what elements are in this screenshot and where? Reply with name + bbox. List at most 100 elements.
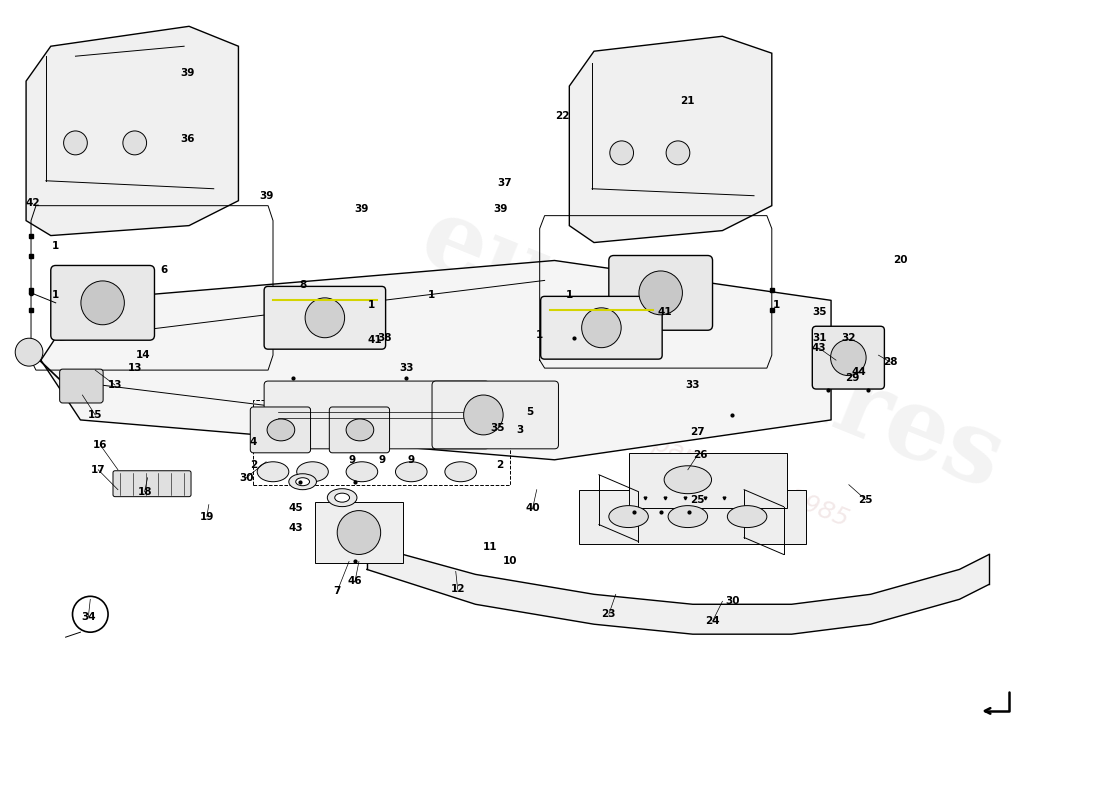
- Text: 7: 7: [333, 586, 341, 596]
- Text: 46: 46: [348, 576, 362, 586]
- Polygon shape: [366, 545, 989, 634]
- Ellipse shape: [346, 419, 374, 441]
- Circle shape: [463, 395, 503, 435]
- Text: 12: 12: [451, 584, 465, 594]
- Text: 3: 3: [516, 425, 524, 435]
- FancyBboxPatch shape: [812, 326, 884, 389]
- Text: 30: 30: [239, 473, 254, 482]
- Text: 21: 21: [681, 96, 695, 106]
- Text: 10: 10: [503, 557, 517, 566]
- Text: 41: 41: [658, 307, 672, 318]
- Text: 9: 9: [378, 454, 385, 465]
- Text: 18: 18: [138, 486, 152, 497]
- Text: 28: 28: [883, 357, 898, 367]
- Text: 39: 39: [258, 190, 273, 201]
- Text: 20: 20: [893, 255, 907, 266]
- Text: 17: 17: [91, 465, 106, 474]
- Circle shape: [81, 281, 124, 325]
- Bar: [628, 453, 786, 508]
- FancyBboxPatch shape: [59, 369, 103, 403]
- Text: 35: 35: [490, 423, 505, 433]
- Text: 8: 8: [299, 280, 306, 290]
- FancyBboxPatch shape: [251, 407, 310, 453]
- Ellipse shape: [289, 474, 317, 490]
- Text: 41: 41: [367, 335, 382, 346]
- Text: 43: 43: [288, 522, 302, 533]
- Text: 9: 9: [408, 454, 415, 465]
- Ellipse shape: [328, 489, 358, 506]
- Text: 35: 35: [812, 307, 826, 318]
- Ellipse shape: [444, 462, 476, 482]
- Text: 14: 14: [135, 350, 150, 360]
- Text: 25: 25: [858, 494, 873, 505]
- Ellipse shape: [608, 506, 648, 527]
- FancyBboxPatch shape: [608, 255, 713, 330]
- Circle shape: [639, 271, 682, 314]
- Text: 39: 39: [180, 68, 195, 78]
- Circle shape: [305, 298, 344, 338]
- Text: 27: 27: [691, 427, 705, 437]
- Text: 1: 1: [773, 300, 780, 310]
- Ellipse shape: [727, 506, 767, 527]
- Bar: [253, 400, 510, 485]
- Ellipse shape: [296, 478, 309, 486]
- FancyBboxPatch shape: [113, 470, 191, 497]
- Text: 11: 11: [483, 542, 497, 553]
- Text: a passion for parts since 1985: a passion for parts since 1985: [494, 368, 852, 532]
- Ellipse shape: [334, 493, 350, 502]
- Ellipse shape: [297, 462, 328, 482]
- Text: eurospares: eurospares: [407, 190, 1018, 511]
- Text: 45: 45: [288, 502, 302, 513]
- Text: 4: 4: [250, 437, 257, 447]
- Text: 44: 44: [851, 367, 866, 377]
- FancyBboxPatch shape: [432, 381, 559, 449]
- Circle shape: [15, 338, 43, 366]
- Text: 1: 1: [52, 241, 59, 250]
- Text: 25: 25: [691, 494, 705, 505]
- Circle shape: [609, 141, 634, 165]
- Polygon shape: [26, 26, 239, 235]
- FancyBboxPatch shape: [264, 286, 386, 349]
- Text: 26: 26: [693, 450, 708, 460]
- Circle shape: [582, 308, 621, 348]
- Text: 2: 2: [496, 460, 504, 470]
- Ellipse shape: [267, 419, 295, 441]
- Circle shape: [338, 510, 381, 554]
- FancyBboxPatch shape: [329, 407, 389, 453]
- Text: 5: 5: [526, 407, 534, 417]
- Text: 29: 29: [846, 373, 860, 383]
- Bar: [580, 490, 806, 545]
- Ellipse shape: [396, 462, 427, 482]
- FancyBboxPatch shape: [316, 502, 404, 563]
- Circle shape: [830, 340, 866, 375]
- Text: 23: 23: [602, 610, 616, 619]
- Text: 39: 39: [493, 204, 507, 214]
- Text: 1: 1: [536, 330, 543, 340]
- Polygon shape: [570, 36, 772, 242]
- Text: 1: 1: [52, 290, 59, 300]
- FancyBboxPatch shape: [264, 381, 490, 449]
- Text: 9: 9: [349, 454, 355, 465]
- Text: 39: 39: [354, 204, 370, 214]
- FancyBboxPatch shape: [51, 266, 154, 340]
- Text: 34: 34: [81, 612, 96, 622]
- FancyBboxPatch shape: [541, 296, 662, 359]
- Text: 43: 43: [812, 343, 826, 353]
- Text: 32: 32: [842, 334, 856, 343]
- Text: 33: 33: [685, 380, 700, 390]
- Text: 37: 37: [498, 178, 513, 188]
- Ellipse shape: [668, 506, 707, 527]
- Polygon shape: [41, 261, 832, 460]
- Text: 15: 15: [88, 410, 102, 420]
- Text: 30: 30: [725, 596, 739, 606]
- Ellipse shape: [664, 466, 712, 494]
- Text: 1: 1: [368, 300, 375, 310]
- Text: 1: 1: [428, 290, 435, 300]
- Text: 22: 22: [556, 111, 570, 121]
- Text: 31: 31: [812, 334, 826, 343]
- Text: 40: 40: [526, 502, 540, 513]
- Text: 6: 6: [161, 266, 168, 275]
- Text: 24: 24: [705, 616, 719, 626]
- Text: 16: 16: [92, 440, 108, 450]
- Text: 33: 33: [399, 363, 414, 373]
